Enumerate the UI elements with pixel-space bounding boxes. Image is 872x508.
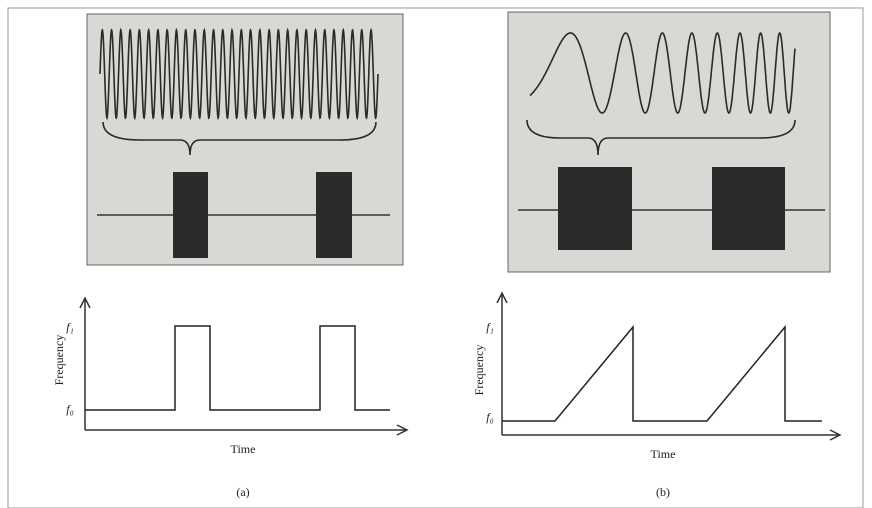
panel-label: (a) <box>236 485 249 499</box>
f-low: f₀ <box>486 410 494 424</box>
burst <box>712 167 785 250</box>
y-label: Frequency <box>472 345 486 396</box>
axes-b <box>497 293 840 440</box>
f-low: f₀ <box>66 402 74 416</box>
burst <box>558 167 632 250</box>
x-label: Time <box>651 447 676 461</box>
f-high: f₁ <box>486 320 494 334</box>
axes-a <box>80 298 407 435</box>
x-label: Time <box>231 442 256 456</box>
y-label: Frequency <box>52 335 66 386</box>
panel-label: (b) <box>656 485 670 499</box>
burst <box>316 172 352 258</box>
f-high: f₁ <box>66 320 74 334</box>
figure: Frequency f₁ f₀ Time (a) Frequency f₁ f₀… <box>0 0 872 508</box>
burst <box>173 172 208 258</box>
frequency-trace-b <box>502 327 822 421</box>
frequency-trace-a <box>85 326 390 410</box>
